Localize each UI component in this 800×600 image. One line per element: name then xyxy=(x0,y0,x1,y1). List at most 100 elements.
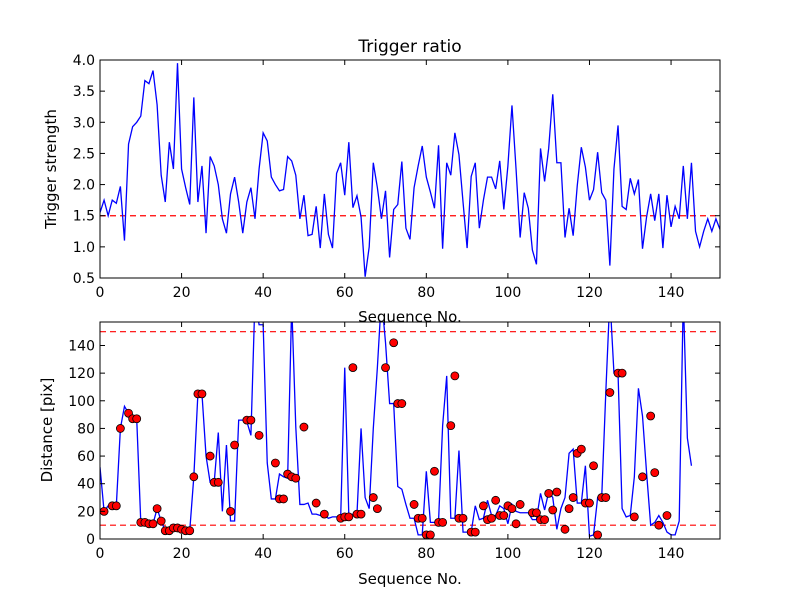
x-tick-label: 40 xyxy=(254,285,272,301)
y-axis-ticks: 0 20 40 60 80 100 120 140 xyxy=(68,338,720,548)
data-point xyxy=(654,520,664,530)
data-point xyxy=(552,487,562,497)
data-point xyxy=(254,430,264,440)
x-tick-label: 0 xyxy=(96,285,105,301)
data-point xyxy=(299,422,309,432)
data-point xyxy=(311,498,321,508)
y-tick-label: 40 xyxy=(77,477,95,493)
data-point xyxy=(148,519,158,529)
x-axis-label: Sequence No. xyxy=(358,308,462,326)
data-point xyxy=(564,504,574,513)
x-tick-label: 20 xyxy=(173,546,191,562)
x-tick-label: 80 xyxy=(417,546,435,562)
data-point xyxy=(319,509,329,519)
data-point xyxy=(650,468,660,478)
data-point xyxy=(279,494,288,504)
data-point xyxy=(356,509,366,519)
data-point xyxy=(568,493,578,502)
y-axis-label: Distance [pix] xyxy=(38,378,56,483)
data-point xyxy=(205,451,215,461)
data-point xyxy=(487,513,496,523)
data-point xyxy=(662,511,672,520)
data-point xyxy=(479,501,488,511)
data-point xyxy=(470,527,480,537)
y-tick-label: 120 xyxy=(68,366,95,382)
data-point xyxy=(450,371,460,381)
x-tick-label: 60 xyxy=(336,546,354,562)
data-point xyxy=(185,526,195,536)
data-point xyxy=(532,508,541,518)
data-point xyxy=(548,505,558,515)
data-point xyxy=(646,411,656,421)
data-point xyxy=(246,415,256,425)
data-point xyxy=(499,511,509,520)
x-axis-ticks: 0 20 40 60 80 100 120 140 xyxy=(96,60,685,301)
y-tick-label: 4.0 xyxy=(73,53,95,69)
data-point xyxy=(425,530,435,540)
y-tick-label: 140 xyxy=(68,338,95,354)
data-point xyxy=(270,458,280,468)
y-tick-label: 0 xyxy=(86,532,95,548)
data-point xyxy=(560,524,570,534)
y-tick-label: 2.0 xyxy=(73,178,95,194)
data-point xyxy=(540,515,550,525)
x-tick-label: 100 xyxy=(495,546,522,562)
x-tick-label: 20 xyxy=(173,285,191,301)
y-tick-label: 100 xyxy=(68,394,95,410)
data-point xyxy=(458,513,468,523)
x-tick-label: 60 xyxy=(336,285,354,301)
x-tick-label: 120 xyxy=(576,546,603,562)
x-axis-ticks: 0 20 40 60 80 100 120 140 xyxy=(96,322,685,562)
x-tick-label: 120 xyxy=(576,285,603,301)
data-point xyxy=(605,388,615,397)
data-point xyxy=(511,519,521,529)
data-point xyxy=(372,504,382,513)
x-tick-label: 140 xyxy=(658,285,685,301)
plot-frame xyxy=(99,59,721,279)
data-point xyxy=(409,500,419,509)
x-tick-label: 80 xyxy=(417,285,435,301)
data-point xyxy=(132,414,142,424)
plot-frame xyxy=(99,321,721,540)
y-tick-label: 1.0 xyxy=(73,240,95,256)
data-point xyxy=(491,495,501,505)
chart-title: Trigger ratio xyxy=(357,37,461,57)
series-markers xyxy=(99,338,672,540)
data-point xyxy=(230,440,240,450)
data-point xyxy=(629,512,639,522)
data-point xyxy=(381,363,390,373)
data-point xyxy=(152,504,162,513)
data-point xyxy=(348,363,358,373)
data-point xyxy=(189,472,199,482)
distance-plot: 0 20 40 60 80 100 120 140 0 20 40 60 80 100 120 140 Se… xyxy=(38,321,721,588)
data-point xyxy=(438,518,448,527)
y-tick-label: 60 xyxy=(77,449,95,465)
data-point xyxy=(111,501,121,511)
data-point xyxy=(576,444,586,454)
threshold-lines xyxy=(100,331,720,526)
data-point xyxy=(417,513,427,523)
x-tick-label: 140 xyxy=(658,546,685,562)
data-point xyxy=(589,461,598,471)
series-lines xyxy=(100,63,720,277)
y-tick-label: 3.0 xyxy=(73,115,95,131)
data-point xyxy=(515,500,525,509)
data-point xyxy=(507,504,517,513)
data-point xyxy=(638,472,647,482)
y-tick-label: 80 xyxy=(77,421,95,437)
data-point xyxy=(115,424,125,433)
y-axis-label: Trigger strength xyxy=(42,109,60,230)
data-point xyxy=(397,399,407,408)
data-point xyxy=(344,512,354,522)
data-point xyxy=(430,466,439,476)
data-point xyxy=(585,498,594,508)
trigger-ratio-plot: Trigger ratio 0 20 40 60 80 100 120 140 0.5 1.0 1… xyxy=(42,37,721,326)
data-point xyxy=(389,338,399,348)
y-tick-label: 2.5 xyxy=(73,146,95,162)
data-point xyxy=(446,421,456,431)
y-tick-label: 3.5 xyxy=(73,84,95,100)
data-point xyxy=(368,493,378,502)
data-point xyxy=(156,516,166,526)
